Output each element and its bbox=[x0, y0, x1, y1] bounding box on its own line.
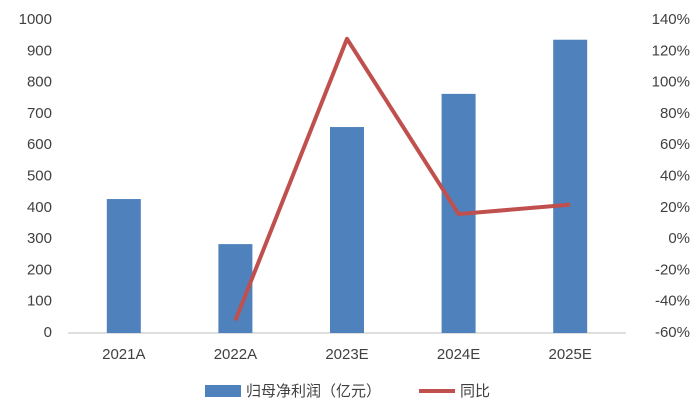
x-tick-label: 2025E bbox=[549, 346, 592, 363]
y-tick-label: 900 bbox=[27, 42, 52, 59]
y2-tick-label: 0% bbox=[668, 230, 690, 247]
y-tick-label: 700 bbox=[27, 105, 52, 122]
y2-tick-label: 100% bbox=[652, 74, 690, 91]
x-tick-label: 2024E bbox=[437, 346, 480, 363]
y-tick-label: 800 bbox=[27, 74, 52, 91]
bar bbox=[106, 199, 141, 333]
legend-label: 归母净利润（亿元） bbox=[246, 383, 381, 400]
y2-tick-label: -40% bbox=[655, 293, 690, 310]
y2-tick-label: 120% bbox=[652, 42, 690, 59]
y-tick-label: 200 bbox=[27, 261, 52, 278]
y2-tick-label: 20% bbox=[660, 199, 690, 216]
legend-swatch bbox=[205, 385, 241, 397]
y-tick-label: 100 bbox=[27, 293, 52, 310]
y2-tick-label: -60% bbox=[655, 324, 690, 341]
x-tick-label: 2021A bbox=[102, 346, 145, 363]
bar bbox=[330, 127, 364, 334]
y-tick-label: 0 bbox=[44, 324, 52, 341]
y-tick-label: 600 bbox=[27, 136, 52, 153]
y2-tick-label: 40% bbox=[660, 167, 690, 184]
bar bbox=[553, 39, 588, 334]
y2-tick-label: -20% bbox=[655, 261, 690, 278]
legend-label: 同比 bbox=[460, 383, 490, 400]
y2-tick-label: 80% bbox=[660, 105, 690, 122]
y-tick-label: 300 bbox=[27, 230, 52, 247]
y-tick-label: 500 bbox=[27, 167, 52, 184]
y-tick-label: 1000 bbox=[19, 11, 52, 28]
y-tick-label: 400 bbox=[27, 199, 52, 216]
y2-tick-label: 60% bbox=[660, 136, 690, 153]
x-tick-label: 2022A bbox=[214, 346, 257, 363]
line bbox=[233, 36, 571, 322]
x-tick-label: 2023E bbox=[325, 346, 368, 363]
y2-tick-label: 140% bbox=[652, 11, 690, 28]
